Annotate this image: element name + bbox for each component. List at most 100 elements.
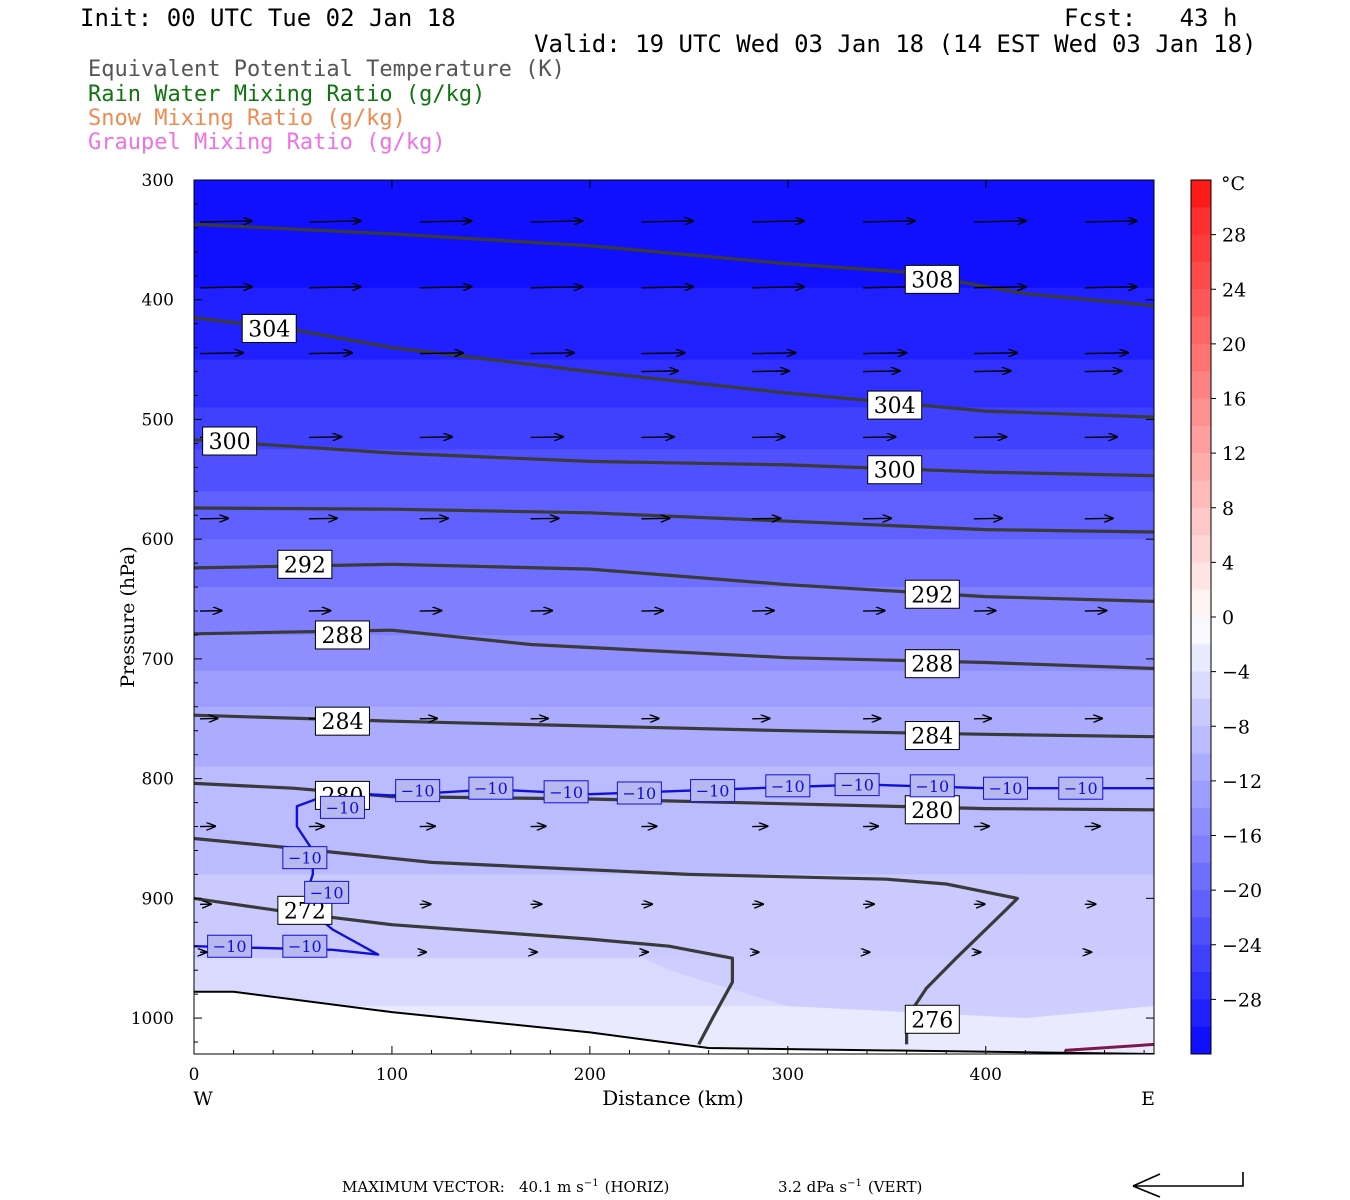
colorbar-tick-label: 8 [1222,498,1234,520]
x-axis-east-label: E [1141,1088,1155,1110]
temperature-labels: −10 −10 −10 −10 −10 −10 −10 −10 −10 −10 −10 −10 −10 −… [207,773,1104,958]
temp-label: −10 [1064,779,1098,798]
temp-label: −10 [288,849,322,868]
wind-vector [419,353,463,354]
colorbar-tick-label: 4 [1222,552,1234,574]
wind-vector [973,287,1026,288]
y-tick-label: 500 [142,410,174,430]
init-time: Init: 00 UTC Tue 02 Jan 18 [80,4,456,32]
x-axis-west-label: W [193,1088,213,1110]
wind-vector [419,221,472,222]
colorbar-bin [1191,617,1211,645]
forecast-hour: Fcst: 43 h [1064,4,1238,32]
theta-e-label: 284 [911,725,953,750]
colorbar-tick-label: 24 [1222,279,1246,301]
theta-e-label: 288 [321,624,363,649]
colorbar-bin [1191,507,1211,536]
colorbar-bin [1191,589,1211,618]
wind-vector [1084,353,1128,354]
colorbar-bin [1191,890,1211,918]
wind-vector [1084,518,1113,519]
colorbar-tick-label: −12 [1222,771,1262,793]
theta-e-contour-276 [194,836,1019,1045]
y-tick-label: 800 [142,770,174,790]
theta-e-label: 300 [209,430,251,455]
temp-label-box [1058,776,1104,800]
colorbar-bin [1191,1026,1211,1055]
temp-label-box [319,795,365,819]
y-tick-label: 1000 [131,1009,174,1029]
wind-vector [973,221,1026,222]
theta-e-label: 292 [284,553,326,578]
wind-vector [530,287,583,288]
colorbar-tick-label: −28 [1222,989,1262,1011]
wind-vector [308,437,341,438]
y-axis-title: Pressure (hPa) [117,546,139,688]
colorbar-bin [1191,234,1211,263]
theta-e-label-box [314,706,370,736]
wind-vector [863,371,900,372]
theta-e-label: 280 [911,799,953,824]
wind-vector [863,353,906,354]
wind-vector [1084,287,1137,288]
max-vector-vert: 3.2 dPa s−1 (VERT) [778,1178,922,1196]
temp-label: −10 [989,779,1023,798]
theta-e-label: 308 [911,268,953,293]
field-graupel: Graupel Mixing Ratio (g/kg) [88,130,446,155]
colorbar-bin [1191,808,1211,836]
colorbar-tick-label: 12 [1222,443,1246,465]
temp-label-box [395,779,441,803]
colorbar-bin [1191,780,1211,809]
wind-vector [308,287,361,288]
colorbar-bin [1191,972,1211,1000]
wind-vector [308,353,352,354]
colorbar-bin [1191,180,1211,208]
theta-e-label: 276 [911,1008,953,1033]
colorbar-bin [1191,999,1211,1028]
theta-e-label-box [867,455,923,485]
colorbar-bin [1191,562,1211,591]
wind-vector [973,353,1017,354]
y-tick-label: 600 [142,530,174,550]
theta-e-label: 304 [874,394,916,419]
theta-e-label: 292 [911,583,953,608]
temperature-contours [194,783,1154,956]
wind-vector [641,518,669,519]
field-snow: Snow Mixing Ratio (g/kg) [88,106,406,131]
wind-vector [308,221,361,222]
colorbar-bin [1191,289,1211,318]
wind-vector [641,437,673,438]
temp-label-box [834,773,880,797]
temperature-band [570,874,1154,1019]
max-vector-footer: MAXIMUM VECTOR: 40.1 m s−1 (HORIZ) 3.2 dP… [342,1172,1244,1198]
axes: 300 400 500 600 700 800 900 1000 0 100 200 300 400 [131,171,1154,1085]
x-tick-label: 0 [189,1065,200,1085]
wind-vector [199,353,243,354]
temp-label: −10 [326,798,360,817]
field-rain: Rain Water Mixing Ratio (g/kg) [88,82,486,107]
terrain-line [194,990,1154,1054]
reference-vector-arrow [1132,1172,1244,1198]
colorbar-tick-label: −4 [1222,662,1250,684]
wind-vector [419,518,448,519]
temp-label-box [543,780,589,804]
wind-vector [641,371,678,372]
temp-label: −10 [840,776,874,795]
temp-label: −10 [288,937,322,956]
colorbar-tick-label: −24 [1222,935,1262,957]
wind-vector [641,221,693,222]
theta-e-label-box [241,313,297,343]
temperature-band [194,180,1154,289]
wind-vector [752,353,795,354]
wind-vector [863,518,891,519]
wind-vector [641,353,684,354]
x-tick-label: 100 [376,1065,408,1085]
wind-vector [863,437,895,438]
theta-e-label-box [202,426,258,456]
colorbar-bin [1191,753,1211,782]
wind-vector [199,518,228,519]
wind-vector [530,518,559,519]
plot-frame [193,179,1155,1055]
temp-label-box [909,774,955,798]
